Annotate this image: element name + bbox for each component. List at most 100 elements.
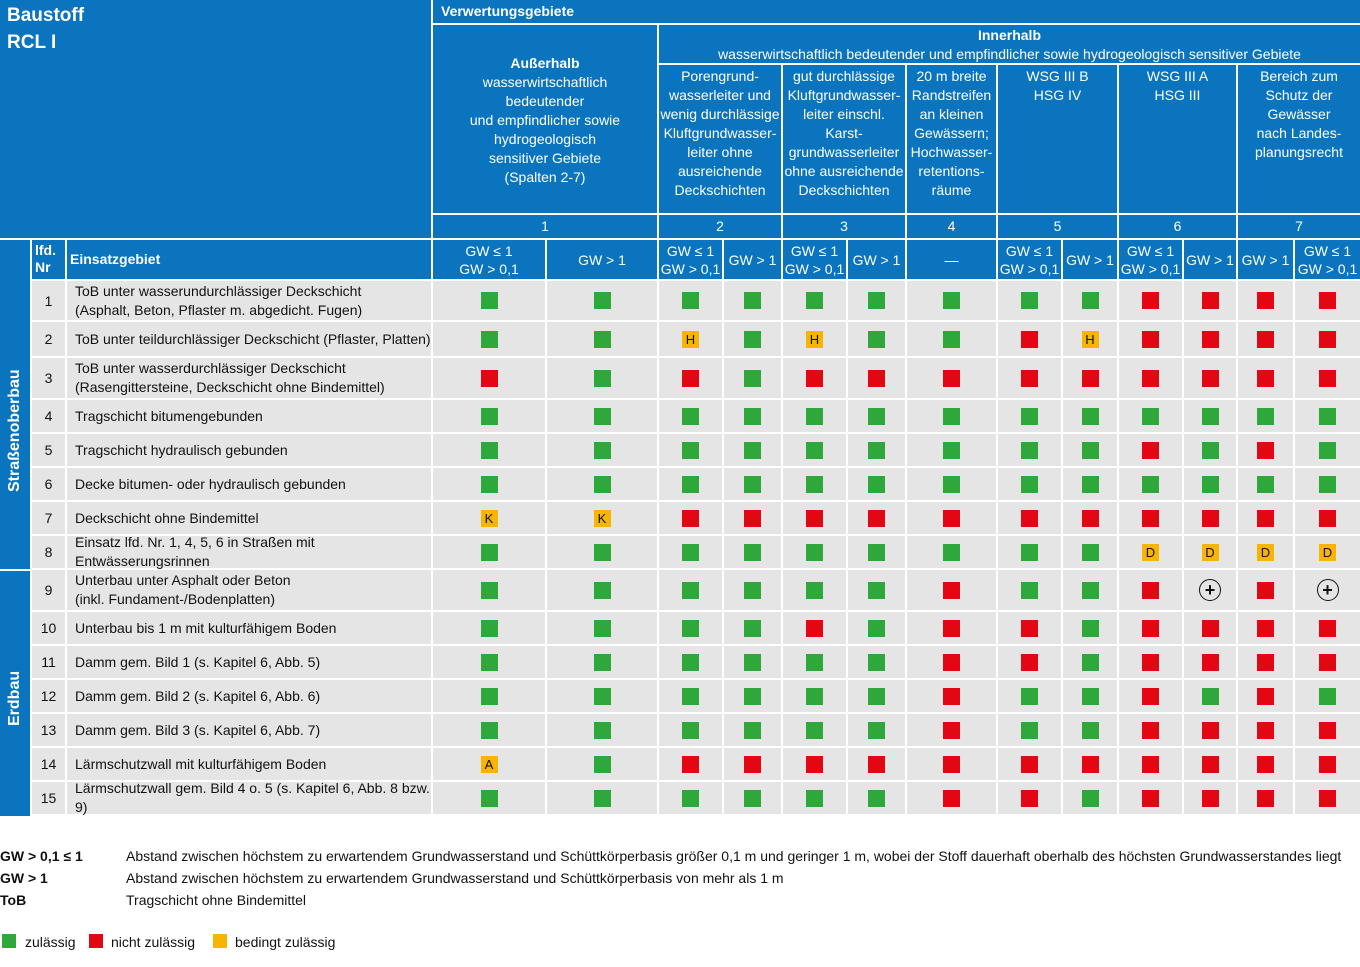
not-allowed-marker [1021,789,1038,807]
sub-column-line: GW ≤ 1 [1005,242,1054,259]
allowed-marker [480,581,498,599]
status-cell [1295,281,1360,320]
allowed-marker [868,292,885,309]
column-header-line: räume [931,182,972,198]
not-allowed-marker [1142,789,1159,807]
status-cell [783,468,846,500]
not-allowed-marker [868,755,885,773]
column-header-line: Kluftgrundwasser- [663,125,777,141]
status-cell [547,680,657,712]
section-bar-erdbau [0,571,30,816]
allowed-marker [943,475,960,493]
allowed-marker [1201,407,1219,425]
not-allowed-marker [1021,330,1038,348]
allowed-marker [744,789,761,807]
not-allowed-marker [1257,581,1274,599]
row-einsatzgebiet: Tragschicht bitumengebunden [67,400,431,432]
sub-column-line: GW ≤ 1 [1303,242,1352,259]
status-cell [783,434,846,466]
row-text-line: (inkl. Fundament-/Bodenplatten) [75,591,275,607]
column-header-line: wenig durchlässige [660,106,780,122]
row-text-line: Tragschicht bitumengebunden [75,407,263,424]
status-cell [659,570,722,610]
row-number: 9 [32,570,65,610]
allowed-marker [868,543,885,561]
status-cell [659,714,722,746]
allowed-marker [1021,292,1038,309]
allowed-marker [868,330,885,348]
status-cell [547,748,657,780]
status-cell [1295,680,1360,712]
status-cell [1184,748,1236,780]
legend-yellow-swatch [213,934,227,948]
allowed-marker [744,475,761,493]
row-number: 6 [32,468,65,500]
column-header-line: Gewässer [1267,106,1331,122]
status-cell [433,536,545,568]
row-text-line: (Rasengittersteine, Deckschicht ohne Bin… [75,379,385,395]
status-cell: + [1295,570,1360,610]
status-cell [998,536,1061,568]
column-header-line: Gewässern; [914,125,989,141]
status-cell [1295,748,1360,780]
status-cell [547,358,657,398]
status-cell [783,714,846,746]
status-cell [547,612,657,644]
status-cell [1119,502,1182,534]
status-cell [848,281,905,320]
row-text-line: Einsatz lfd. Nr. 1, 4, 5, 6 in Straßen m… [75,534,315,569]
row-einsatzgebiet: Damm gem. Bild 2 (s. Kapitel 6, Abb. 6) [67,680,431,712]
allowed-marker [593,619,611,637]
row-einsatzgebiet: Deckschicht ohne Bindemittel [67,502,431,534]
innerhalb-subtitle: wasserwirtschaftlich bedeutender und emp… [718,46,1301,62]
allowed-marker [744,543,761,561]
status-cell [1063,748,1117,780]
status-cell [907,468,996,500]
column-header-line: ohne ausreichende [784,163,904,179]
allowed-marker [682,789,699,807]
allowed-marker [480,619,498,637]
allowed-marker [1021,721,1038,739]
not-allowed-marker [744,509,761,527]
status-cell [547,434,657,466]
status-cell [1295,400,1360,432]
row-text-line: Decke bitumen- oder hydraulisch gebunden [75,475,346,492]
column-header-line: Porengrund- [681,68,759,84]
not-allowed-marker [1257,509,1274,527]
allowed-marker [1319,407,1336,425]
status-cell [1184,612,1236,644]
not-allowed-marker [1081,509,1099,527]
ausserhalb-header: Außerhalb wasserwirtschaftlich bedeutender… [433,25,657,213]
allowed-marker [1021,687,1038,705]
allowed-marker [868,475,885,493]
status-cell [1295,468,1360,500]
status-cell [1238,782,1293,814]
status-cell [848,748,905,780]
sub-column-header: GW > 1 [1063,240,1117,279]
column-number-5: 5 [998,215,1117,238]
row-einsatzgebiet: ToB unter wasserundurchlässiger Deckschi… [67,281,431,320]
status-cell [1238,400,1293,432]
sub-column-line: GW > 0,1 [1120,260,1181,277]
status-cell [1184,646,1236,678]
status-cell [1063,646,1117,678]
not-allowed-marker [1257,619,1274,637]
allowed-marker [806,475,823,493]
allowed-marker [806,687,823,705]
status-cell [547,536,657,568]
allowed-marker [1081,475,1099,493]
allowed-marker [593,687,611,705]
row-number: 12 [32,680,65,712]
row-number: 1 [32,281,65,320]
row-einsatzgebiet: Einsatz lfd. Nr. 1, 4, 5, 6 in Straßen m… [67,534,431,569]
column-header-line: WSG III B [1026,68,1089,84]
status-cell [659,782,722,814]
status-cell [848,714,905,746]
status-cell [659,400,722,432]
sub-column-line: GW > 1 [728,251,777,268]
not-allowed-marker [480,369,498,387]
status-cell [998,748,1061,780]
status-cell [547,570,657,610]
allowed-marker [744,619,761,637]
baustoff-label: Baustoff [7,5,85,26]
